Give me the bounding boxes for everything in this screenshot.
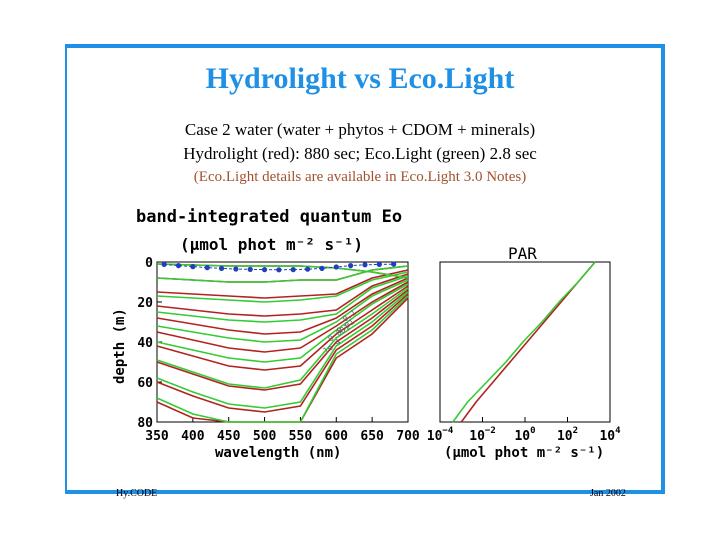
left-y-tick-label: 60 <box>137 376 153 391</box>
left-x-ticks: 350 400 450 500 550 600 650 700 <box>145 417 420 444</box>
ecolight-contour-line <box>156 291 409 409</box>
ecolight-contour-line <box>156 279 409 343</box>
surface-dotted-line <box>164 263 394 271</box>
frame-left-bar <box>65 44 67 494</box>
left-x-tick-label: 350 <box>145 429 169 444</box>
frame-top-bar <box>65 44 665 48</box>
right-x-tick-label: 104 <box>599 426 621 444</box>
right-x-tick-label: 10−2 <box>469 426 496 444</box>
hydrolight-contour-line <box>156 273 409 317</box>
surface-point <box>175 263 182 269</box>
left-y-ticks: 0 20 40 60 80 <box>137 256 162 431</box>
right-series-group <box>452 261 596 423</box>
surface-point <box>161 261 167 267</box>
right-chart-title: PAR <box>508 244 537 263</box>
hydrolight-contour-line <box>156 281 409 353</box>
surface-point <box>233 266 239 272</box>
surface-point <box>376 261 382 267</box>
hydrolight-contour-line <box>156 285 409 371</box>
footer-left: Hy.CODE <box>116 488 158 499</box>
surface-point <box>319 265 325 271</box>
hydrolight-contour-line <box>156 293 409 413</box>
right-chart-xlabel: (μmol phot m⁻² s⁻¹) <box>444 445 604 461</box>
surface-point <box>204 265 210 271</box>
left-chart-title: band-integrated quantum Eo <box>136 207 402 227</box>
surface-point <box>190 264 196 270</box>
left-y-tick-label: 40 <box>137 336 153 351</box>
right-x-tick-label: 100 <box>514 426 535 444</box>
surface-point <box>348 263 354 269</box>
ecolight-note: (Eco.Light details are available in Eco.… <box>193 169 527 185</box>
left-chart-ylabel: depth (m) <box>112 308 128 384</box>
surface-point <box>290 267 296 273</box>
surface-point <box>218 265 225 271</box>
ecolight-contour-line <box>156 283 409 363</box>
ecolight-contour-line <box>156 287 409 389</box>
right-x-tick-exponent: 4 <box>615 426 621 436</box>
left-x-tick-label: 700 <box>396 429 420 444</box>
subtitle-line-1: Case 2 water (water + phytos + CDOM + mi… <box>184 120 536 139</box>
surface-point <box>391 261 397 267</box>
slide-title: Hydrolight vs Eco.Light <box>205 62 515 95</box>
surface-point <box>247 266 253 272</box>
hydrolight-contour-line <box>156 289 409 391</box>
right-x-tick-exponent: 2 <box>573 426 578 436</box>
surface-point <box>362 262 368 268</box>
surface-point <box>333 264 339 270</box>
frame-bottom-bar <box>65 490 665 494</box>
right-plot-area <box>439 261 611 423</box>
ecolight-contour-line <box>156 265 409 283</box>
left-x-tick-label: 650 <box>360 429 384 444</box>
left-y-tick-label: 0 <box>145 256 153 271</box>
frame-right-bar <box>661 44 665 494</box>
surface-point <box>276 267 282 273</box>
surface-point <box>305 266 311 272</box>
right-x-tick-exponent: −4 <box>442 426 453 436</box>
left-x-tick-label: 400 <box>181 429 205 444</box>
footer-date: Jan 2002 <box>590 488 626 499</box>
ecolight-contour-line <box>156 295 409 423</box>
subtitle-line-2: Hydrolight (red): 880 sec; Eco.Light (gr… <box>183 144 537 163</box>
left-chart-xlabel: wavelength (nm) <box>215 445 341 461</box>
ecolight-contour-line <box>156 271 409 303</box>
left-x-tick-label: 550 <box>289 429 313 444</box>
ecolight-contour-line <box>156 275 409 323</box>
left-y-tick-label: 80 <box>137 416 153 431</box>
right-x-tick-label: 102 <box>557 426 578 444</box>
right-x-tick-exponent: 0 <box>530 426 535 436</box>
right-x-tick-label: 10−4 <box>427 426 454 444</box>
left-x-tick-label: 450 <box>217 429 241 444</box>
right-x-ticks: 10−4 10−2 100 102 104 <box>427 417 621 444</box>
left-chart-subtitle: (μmol phot m⁻² s⁻¹) <box>180 235 363 254</box>
left-y-tick-label: 20 <box>137 296 153 311</box>
hydrolight-contour-line <box>156 269 409 299</box>
left-plot-area <box>156 261 409 423</box>
par-ecolight-line <box>452 261 596 423</box>
left-series-group <box>156 261 409 423</box>
right-x-tick-exponent: −2 <box>485 426 496 436</box>
surface-point <box>261 267 268 273</box>
left-x-tick-label: 600 <box>325 429 349 444</box>
hydrolight-contour-line <box>156 277 409 335</box>
left-x-tick-label: 500 <box>253 429 277 444</box>
